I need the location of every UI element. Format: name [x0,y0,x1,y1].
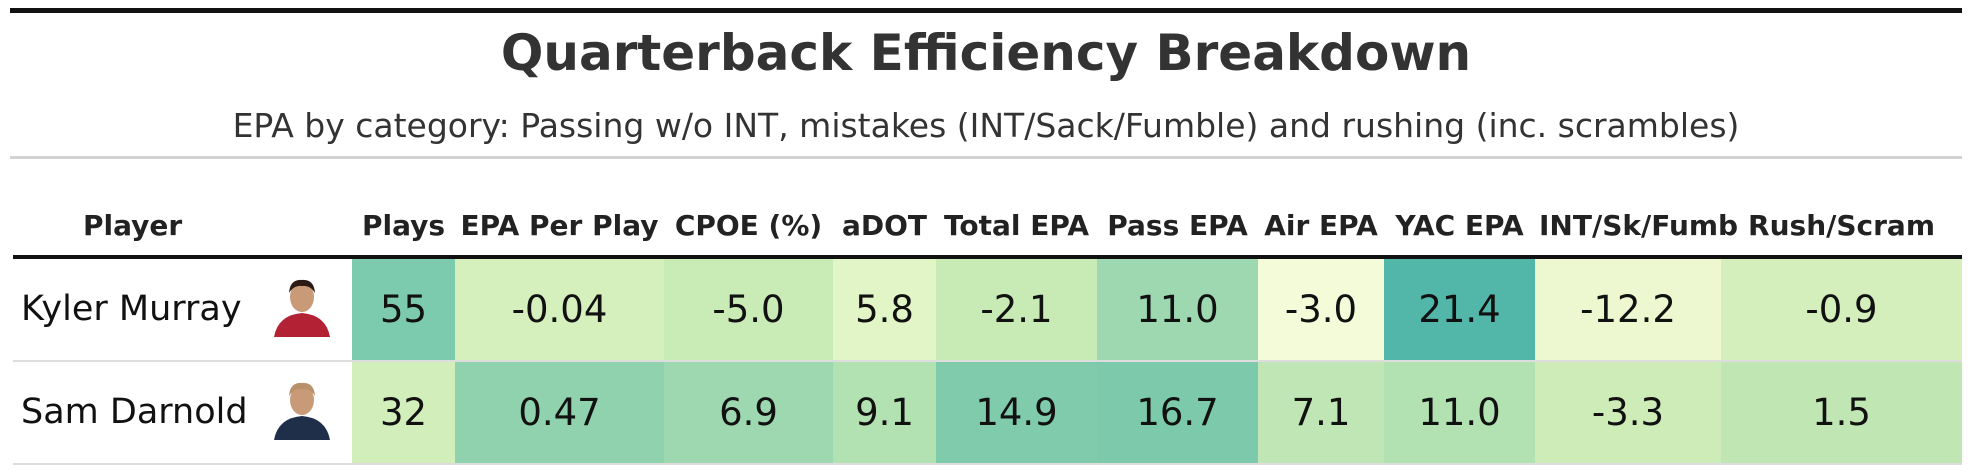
stat-cell: -3.3 [1535,361,1722,465]
column-header: aDOT [833,160,937,259]
separator [10,156,1962,159]
headshot [274,382,330,440]
column-header: Air EPA [1258,160,1385,259]
stat-cell: 0.47 [455,361,665,465]
stat-cell: -0.9 [1721,257,1963,362]
column-header: Total EPA [936,160,1098,259]
column-header: Rush/Scram [1721,160,1963,259]
stat-cell: -5.0 [664,257,834,362]
stat-cell: 11.0 [1384,361,1536,465]
player-row: Kyler Murray 55 -0.04 -5.0 5.8 -2.1 11.0 -3.0 21… [13,257,1963,362]
stat-cell: 16.7 [1097,361,1259,465]
stat-cell: 7.1 [1258,361,1385,465]
stat-cell: -2.1 [936,257,1098,362]
column-header: CPOE (%) [664,160,834,259]
stat-cell: 5.8 [833,257,937,362]
player-name: Kyler Murray [13,257,252,362]
stat-cell: 1.5 [1721,361,1963,465]
stat-cell: -0.04 [455,257,665,362]
stat-cell: 32 [352,361,456,465]
column-header: Plays [352,160,456,259]
column-header: EPA Per Play [455,160,665,259]
subtitle: EPA by category: Passing w/o INT, mistak… [232,106,1740,145]
player-photo [252,361,353,465]
title: Quarterback Efficiency Breakdown [500,24,1472,82]
stat-cell: 11.0 [1097,257,1259,362]
player-row: Sam Darnold 32 0.47 6.9 9.1 14.9 16.7 7.1 11.0 -3… [13,361,1963,465]
column-header: YAC EPA [1384,160,1536,259]
stats-table: Player Plays EPA Per Play CPOE (%) aDOT Total… [13,160,1963,465]
player-photo [252,257,353,362]
headshot [274,279,330,337]
stat-cell: 55 [352,257,456,362]
header-row: Player Plays EPA Per Play CPOE (%) aDOT Total… [13,160,1963,259]
column-header: INT/Sk/Fumb [1535,160,1738,259]
stat-cell: 6.9 [664,361,834,465]
top-rule [10,8,1962,13]
stat-cell: -12.2 [1535,257,1722,362]
column-header: Player [13,160,353,259]
stat-cell: 21.4 [1384,257,1536,362]
stat-cell: 14.9 [936,361,1098,465]
stat-cell: 9.1 [833,361,937,465]
stat-cell: -3.0 [1258,257,1385,362]
player-name: Sam Darnold [13,361,252,465]
table-body: Kyler Murray 55 -0.04 -5.0 5.8 -2.1 11.0 -3.0 21… [13,257,1963,465]
column-header: Pass EPA [1097,160,1259,259]
